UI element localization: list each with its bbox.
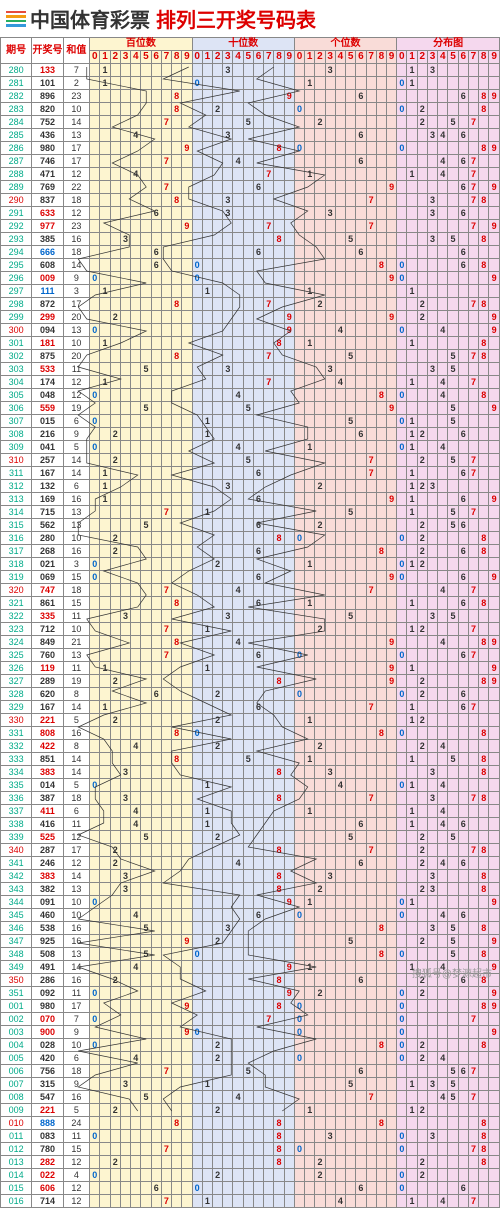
table-row: 294666186666 xyxy=(1,246,500,259)
table-row: 3318081680808 xyxy=(1,727,500,740)
table-row: 3065591955959 xyxy=(1,402,500,415)
table-row: 31628010280028 xyxy=(1,532,500,545)
table-row: 332422842224 xyxy=(1,740,500,753)
table-row: 009221522112 xyxy=(1,1104,500,1117)
table-row: 2916331263336 xyxy=(1,207,500,220)
table-row: 3180213021012 xyxy=(1,558,500,571)
table-row: 32916714167167 xyxy=(1,701,500,714)
section-header: 个位数 xyxy=(294,38,396,51)
table-row: 3011811018118 xyxy=(1,337,500,350)
table-row: 28847112471147 xyxy=(1,168,500,181)
table-row: 01278015780078 xyxy=(1,1143,500,1156)
table-row: 29083718837378 xyxy=(1,194,500,207)
table-row: 31726816268268 xyxy=(1,545,500,558)
table-row: 31316916169169 xyxy=(1,493,500,506)
table-row: 32186115861168 xyxy=(1,597,500,610)
table-row: 34653816538358 xyxy=(1,922,500,935)
section-header: 分布图 xyxy=(397,38,500,51)
chart-wrap: 期号开奖号和值百位数十位数个位数分布图 01234567890123456789… xyxy=(0,37,500,1208)
table-row: 29711131111 xyxy=(1,285,500,298)
table-row: 296009900909 xyxy=(1,272,500,285)
table-row: 3350145014014 xyxy=(1,779,500,792)
table-row: 014022402202 xyxy=(1,1169,500,1182)
table-head: 期号开奖号和值百位数十位数个位数分布图 01234567890123456789… xyxy=(1,38,500,64)
table-row: 0054206420024 xyxy=(1,1052,500,1065)
table-row: 3070156015015 xyxy=(1,415,500,428)
lottery-table: 期号开奖号和值百位数十位数个位数分布图 01234567890123456789… xyxy=(0,37,500,1208)
table-row: 00402810028028 xyxy=(1,1039,500,1052)
table-row: 3395251252525 xyxy=(1,831,500,844)
table-row: 3261191111919 xyxy=(1,662,500,675)
table-row: 31025714257257 xyxy=(1,454,500,467)
table-row: 3090415041014 xyxy=(1,441,500,454)
table-row: 280133713313 xyxy=(1,64,500,77)
table-row: 34028717287278 xyxy=(1,844,500,857)
table-row: 01671412714147 xyxy=(1,1195,500,1208)
table-row: 330221522112 xyxy=(1,714,500,727)
table-row: 3121326132123 xyxy=(1,480,500,493)
title-main: 中国体育彩票 xyxy=(30,4,150,33)
table-row: 28475214752257 xyxy=(1,116,500,129)
table-row: 010888248888 xyxy=(1,1117,500,1130)
table-row: 003900990009 xyxy=(1,1026,500,1039)
table-row: 34792516925259 xyxy=(1,935,500,948)
table-row: 28543613436346 xyxy=(1,129,500,142)
table-row: 30417412174147 xyxy=(1,376,500,389)
section-header: 十位数 xyxy=(192,38,294,51)
table-row: 34850813508058 xyxy=(1,948,500,961)
table-row: 2992992029929 xyxy=(1,311,500,324)
table-row: 00675618756567 xyxy=(1,1065,500,1078)
table-row: 3286208620026 xyxy=(1,688,500,701)
table-row: 32484921849489 xyxy=(1,636,500,649)
table-row: 01108311083038 xyxy=(1,1130,500,1143)
table-row: 35109211092029 xyxy=(1,987,500,1000)
table-row: 3423831438338 xyxy=(1,870,500,883)
table-row: 31471513715157 xyxy=(1,506,500,519)
table-row: 29887217872278 xyxy=(1,298,500,311)
table-row: 34546010460046 xyxy=(1,909,500,922)
table-row: 0132821228228 xyxy=(1,1156,500,1169)
table-row: 33638718387378 xyxy=(1,792,500,805)
table-row: 31556213562256 xyxy=(1,519,500,532)
header: 中国体育彩票 排列三开奖号码表 xyxy=(0,0,500,37)
table-row: 32371210712127 xyxy=(1,623,500,636)
table-row: 34338213382238 xyxy=(1,883,500,896)
table-row: 30504812048048 xyxy=(1,389,500,402)
table-row: 00198017980089 xyxy=(1,1000,500,1013)
table-row: 002070707007 xyxy=(1,1013,500,1026)
table-row: 28698017980089 xyxy=(1,142,500,155)
table-row: 3082169216126 xyxy=(1,428,500,441)
table-row: 34124612246246 xyxy=(1,857,500,870)
table-row: 33841611416146 xyxy=(1,818,500,831)
logo-icon xyxy=(6,10,26,28)
table-row: 32576013760067 xyxy=(1,649,500,662)
table-row: 31116714167167 xyxy=(1,467,500,480)
table-row: 2929772397779 xyxy=(1,220,500,233)
table-row: 30009413094049 xyxy=(1,324,500,337)
table-row: 28774617746467 xyxy=(1,155,500,168)
watermark: 搜狐号@梦源超市 xyxy=(412,965,492,980)
table-row: 0156061260606 xyxy=(1,1182,500,1195)
table-row: 281101210101 xyxy=(1,77,500,90)
section-header: 百位数 xyxy=(90,38,192,51)
table-row: 29560814608068 xyxy=(1,259,500,272)
table-row: 00854716547457 xyxy=(1,1091,500,1104)
table-row: 3343831438338 xyxy=(1,766,500,779)
table-row: 29338516385358 xyxy=(1,233,500,246)
table-row: 0073159315135 xyxy=(1,1078,500,1091)
table-row: 28382010820028 xyxy=(1,103,500,116)
table-row: 33385114851158 xyxy=(1,753,500,766)
table-row: 32728919289289 xyxy=(1,675,500,688)
table-row: 28289623896689 xyxy=(1,90,500,103)
title-sub: 排列三开奖号码表 xyxy=(156,4,316,33)
table-row: 3035331153335 xyxy=(1,363,500,376)
table-row: 34409110091019 xyxy=(1,896,500,909)
table-body: 2801337133132811012101012828962389668928… xyxy=(1,64,500,1208)
table-row: 3207471874747 xyxy=(1,584,500,597)
table-row: 337411641114 xyxy=(1,805,500,818)
table-row: 3223351133535 xyxy=(1,610,500,623)
table-row: 31906915069069 xyxy=(1,571,500,584)
table-row: 28976922769679 xyxy=(1,181,500,194)
table-row: 30287520875578 xyxy=(1,350,500,363)
